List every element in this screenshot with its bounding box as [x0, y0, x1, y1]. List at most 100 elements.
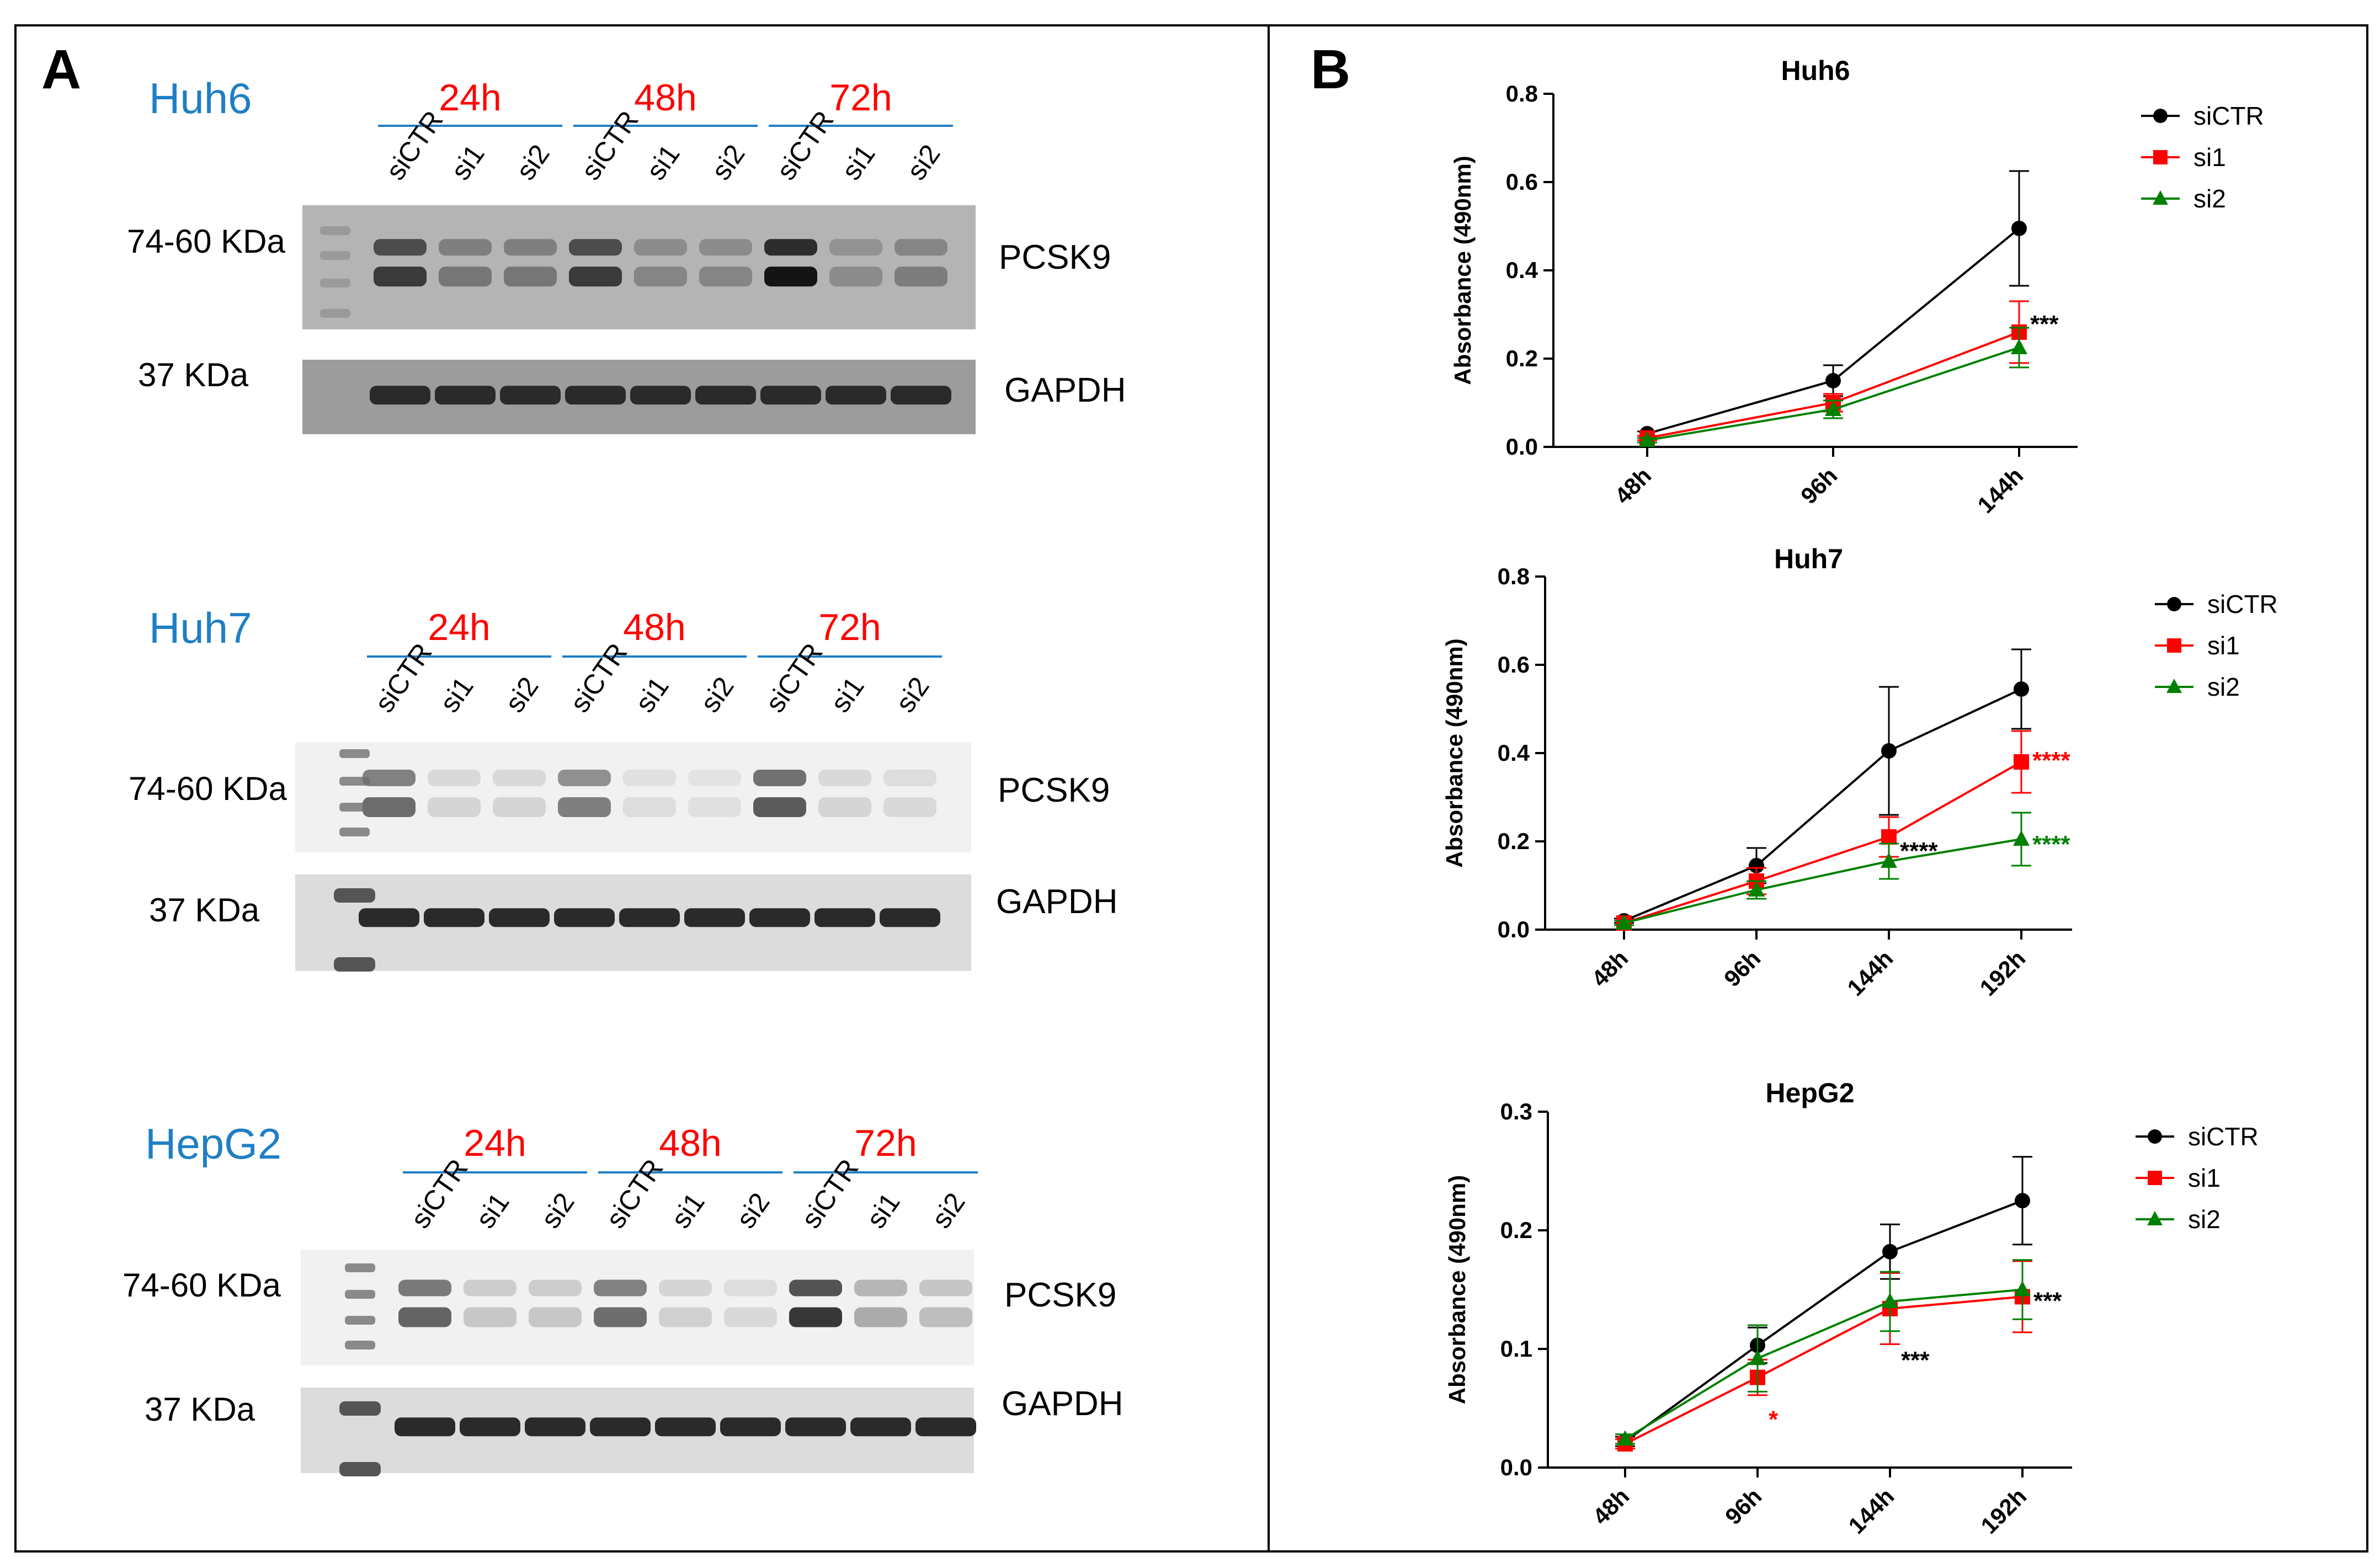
data-point	[1881, 829, 1897, 845]
data-point	[1881, 743, 1897, 759]
pcsk9-band	[789, 1307, 842, 1327]
data-point	[1617, 1430, 1633, 1446]
ladder-band	[334, 888, 375, 903]
series-line	[1624, 1199, 2023, 1443]
y-axis-label: Absorbance (490nm)	[1441, 638, 1467, 867]
significance-annotation: ***	[2033, 1288, 2062, 1315]
timepoint-label: 48h	[634, 77, 696, 119]
gapdh-label: GAPDH	[1004, 371, 1126, 409]
pcsk9-band	[854, 1279, 907, 1297]
ladder-band	[320, 226, 350, 235]
ladder-band	[345, 1316, 375, 1325]
ladder-band	[339, 828, 370, 836]
legend-marker	[2167, 597, 2181, 611]
pcsk9-band	[464, 1307, 517, 1327]
gapdh-band	[395, 1417, 455, 1437]
data-point	[1749, 858, 1764, 873]
significance-annotation: ***	[1901, 1347, 1930, 1374]
pcsk9-band	[919, 1307, 972, 1327]
data-point	[1825, 373, 1841, 388]
ladder-band	[345, 1263, 375, 1272]
cell-line-label: Huh6	[149, 74, 252, 122]
timepoint-label: 48h	[623, 606, 685, 648]
pcsk9-band	[504, 239, 557, 256]
gapdh-band	[525, 1417, 585, 1437]
ladder-band	[339, 777, 370, 786]
ladder-band	[320, 279, 350, 287]
gapdh-mw-label: 37 KDa	[145, 1391, 255, 1428]
pcsk9-band	[594, 1279, 647, 1297]
cell-line-label: HepG2	[145, 1119, 281, 1168]
pcsk9-band	[374, 239, 427, 256]
gapdh-band	[590, 1417, 651, 1437]
y-tick-label: 0.8	[1506, 81, 1538, 106]
pcsk9-band	[634, 239, 687, 256]
pcsk9-band	[428, 770, 481, 786]
pcsk9-band	[398, 1279, 451, 1297]
pcsk9-band	[753, 797, 806, 817]
pcsk9-mw-label: 74-60 KDa	[127, 223, 285, 260]
chart-title: Huh6	[1781, 55, 1850, 86]
data-point	[1639, 431, 1655, 447]
pcsk9-band	[818, 770, 871, 786]
data-point	[2011, 221, 2027, 236]
pcsk9-band	[895, 266, 947, 287]
pcsk9-band	[688, 770, 741, 786]
gapdh-band	[435, 386, 496, 405]
y-axis-label: Absorbance (490nm)	[1450, 156, 1476, 385]
gapdh-label: GAPDH	[996, 883, 1117, 921]
gapdh-band	[655, 1417, 716, 1437]
data-point	[1616, 914, 1632, 930]
series-si2: si2	[1615, 1205, 2221, 1446]
pcsk9-band	[529, 1307, 582, 1327]
pcsk9-band	[919, 1279, 972, 1297]
ladder-band	[345, 1341, 375, 1349]
pcsk9-mw-label: 74-60 KDa	[123, 1267, 281, 1304]
data-point	[1825, 401, 1841, 416]
pcsk9-band	[428, 797, 481, 817]
series-si2: si2	[1637, 184, 2226, 447]
pcsk9-band	[569, 239, 622, 256]
legend-marker	[2167, 638, 2181, 653]
pcsk9-band	[374, 266, 427, 287]
data-point	[1748, 881, 1765, 897]
chart-title: Huh7	[1774, 543, 1843, 574]
pcsk9-band	[764, 266, 817, 287]
series-line	[1624, 1288, 2023, 1441]
y-tick-label: 0.6	[1506, 169, 1538, 195]
pcsk9-band	[363, 797, 416, 817]
data-point	[1882, 1293, 1898, 1308]
y-tick-label: 0.2	[1498, 828, 1530, 854]
data-point	[2011, 339, 2027, 354]
series-line	[1623, 761, 2022, 924]
timepoint-label: 72h	[829, 77, 892, 119]
pcsk9-band	[464, 1279, 517, 1297]
ladder-band	[339, 1462, 381, 1476]
gapdh-mw-label: 37 KDa	[149, 892, 260, 929]
legend-marker	[2153, 109, 2168, 123]
gapdh-band	[359, 908, 419, 927]
y-tick-label: 0.8	[1498, 563, 1530, 589]
gapdh-band	[684, 908, 745, 927]
data-point	[1882, 1244, 1898, 1260]
legend-marker	[2147, 1211, 2163, 1225]
pcsk9-band	[688, 797, 741, 817]
pcsk9-label: PCSK9	[999, 238, 1111, 276]
ladder-band	[339, 803, 370, 812]
pcsk9-band	[854, 1307, 907, 1327]
ladder-band	[334, 957, 375, 972]
legend-marker	[2153, 190, 2168, 205]
significance-annotation: ****	[1900, 837, 1938, 865]
pcsk9-band	[363, 770, 416, 786]
pcsk9-mw-label: 74-60 KDa	[129, 770, 287, 807]
pcsk9-band	[659, 1279, 712, 1297]
pcsk9-band	[439, 266, 492, 287]
y-tick-label: 0.6	[1498, 652, 1530, 678]
data-point	[2015, 1193, 2030, 1209]
pcsk9-band	[558, 797, 611, 817]
series-si1: si1	[1615, 1164, 2221, 1452]
pcsk9-band	[659, 1307, 712, 1327]
